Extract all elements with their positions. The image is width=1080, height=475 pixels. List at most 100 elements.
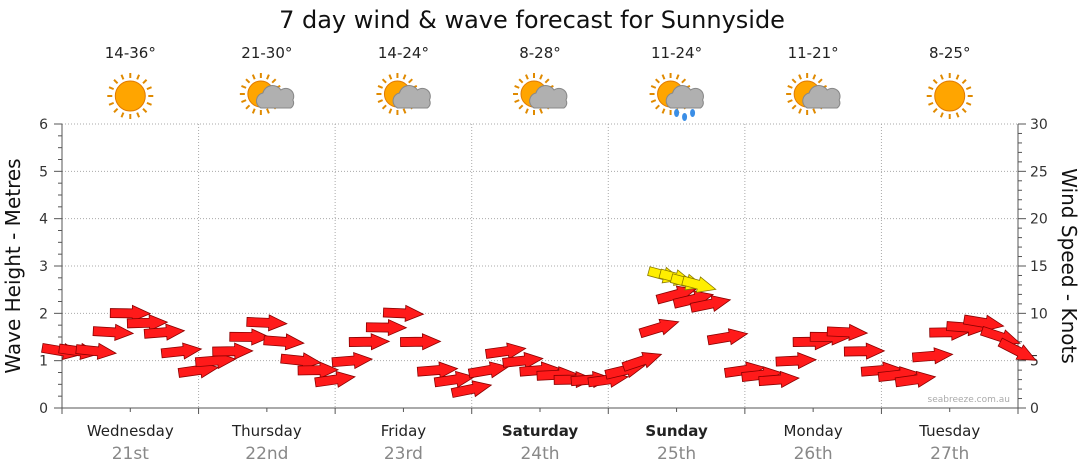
temperature-label: 8-28° <box>519 44 561 62</box>
wind-arrow <box>621 351 663 372</box>
wind-arrow <box>416 361 459 379</box>
sun-ray <box>388 108 393 114</box>
sun-ray <box>136 74 141 80</box>
sun-ray <box>381 78 387 84</box>
sun-ray <box>965 86 972 91</box>
sun-ray <box>136 112 141 118</box>
y-ticks-right: 0 5 10 15 20 25 30 <box>1030 117 1048 417</box>
wind-arrow <box>826 323 869 341</box>
sun-ray <box>245 78 251 84</box>
sun-ray <box>650 85 657 89</box>
sun-ray <box>675 74 680 80</box>
sun-ray <box>388 74 393 80</box>
sun-ray <box>266 74 270 80</box>
y-tick-left-label: 0 <box>39 401 48 417</box>
y-ticks-left: 0 1 2 3 4 5 6 <box>39 117 48 417</box>
day-date: 26th <box>794 444 833 464</box>
y-tick-right-label: 30 <box>1030 117 1048 133</box>
day-date: 21st <box>112 444 149 464</box>
sun-ray <box>241 85 247 89</box>
y-tick-left-label: 1 <box>39 354 48 370</box>
wind-arrow <box>212 342 254 360</box>
sun-ray <box>955 112 960 118</box>
wind-arrow <box>689 295 732 313</box>
sun-ray <box>245 104 251 110</box>
y-tick-right-label: 15 <box>1030 259 1048 275</box>
wind-arrow <box>502 351 544 370</box>
sun-ray <box>655 104 660 110</box>
day-name: Saturday <box>502 422 579 440</box>
y-axis-right-label: Wind Speed - Knots <box>1057 168 1080 364</box>
wind-arrow <box>758 370 800 389</box>
day-name: Sunday <box>645 422 708 440</box>
rain-drop <box>682 113 688 121</box>
sun-ray <box>377 99 384 103</box>
sun-ray <box>402 108 407 114</box>
wind-arrow <box>638 318 680 339</box>
sun-ray <box>408 78 413 84</box>
axes <box>54 123 1026 414</box>
y-tick-right-label: 20 <box>1030 212 1048 228</box>
sun-ray <box>812 108 817 114</box>
sun-ray <box>251 108 256 114</box>
wind-arrow <box>109 304 152 322</box>
sun-ray <box>655 78 660 84</box>
sun-cloud-icon <box>513 73 568 115</box>
wind-arrow <box>314 370 356 388</box>
wind-arrow <box>75 342 118 360</box>
sun-ray <box>798 108 802 114</box>
temperature-label: 8-25° <box>929 44 971 62</box>
sun-ray <box>928 86 934 91</box>
sun-ray <box>787 99 793 103</box>
sun-ray <box>817 78 823 84</box>
wind-arrow <box>348 333 391 351</box>
temperature-label: 21-30° <box>241 44 292 62</box>
y-tick-left-label: 2 <box>39 306 48 322</box>
credit-text: seabreeze.com.au <box>928 395 1010 405</box>
sun-ray <box>544 78 550 84</box>
wind-arrow <box>382 304 425 323</box>
cloud-shape <box>392 85 431 109</box>
day-date: 24th <box>520 444 559 464</box>
y-axis-left-label: Wave Height - Metres <box>1 158 25 373</box>
sun-ray <box>661 74 666 80</box>
day-date: 23rd <box>384 444 423 464</box>
sun-ray <box>928 101 934 106</box>
sun-ray <box>681 78 687 84</box>
day-date: 27th <box>930 444 969 464</box>
sun-ray <box>961 79 967 84</box>
temperature-label: 11-21° <box>788 44 839 62</box>
sun-ray <box>661 108 666 114</box>
sun-ray <box>812 74 817 80</box>
day-labels: Wednesday 21st Thursday 22nd Friday 23rd Satur… <box>87 422 980 464</box>
sun-ray <box>791 78 797 84</box>
rain-drop <box>674 109 680 117</box>
wind-arrows <box>41 266 1037 398</box>
sun-icon <box>926 73 973 119</box>
wind-arrow <box>962 314 1005 332</box>
sun-ray <box>787 85 793 89</box>
sun-ray <box>271 78 277 84</box>
rain-drop <box>690 109 696 117</box>
sun-ray <box>108 86 115 91</box>
wind-arrow <box>263 333 305 351</box>
wind-arrow <box>331 351 374 370</box>
sun-ray <box>650 99 657 103</box>
cloud-shape <box>529 85 568 109</box>
y-tick-left-label: 4 <box>39 212 48 228</box>
wind-arrow <box>450 380 493 398</box>
y-tick-left-label: 5 <box>39 164 48 180</box>
wind-arrow <box>843 342 886 360</box>
sun-ray <box>955 74 960 80</box>
wind-arrow <box>894 370 937 388</box>
wind-arrow <box>400 333 442 351</box>
y-tick-right-label: 0 <box>1030 401 1039 417</box>
day-name: Monday <box>784 422 843 440</box>
sun-ray <box>518 104 524 110</box>
sun-ray <box>402 74 407 80</box>
sun-ray <box>932 108 938 113</box>
wind-arrow-strong <box>681 275 717 293</box>
sun-ray <box>514 85 520 89</box>
sun-ray <box>120 112 125 118</box>
sun-ray <box>266 108 270 114</box>
